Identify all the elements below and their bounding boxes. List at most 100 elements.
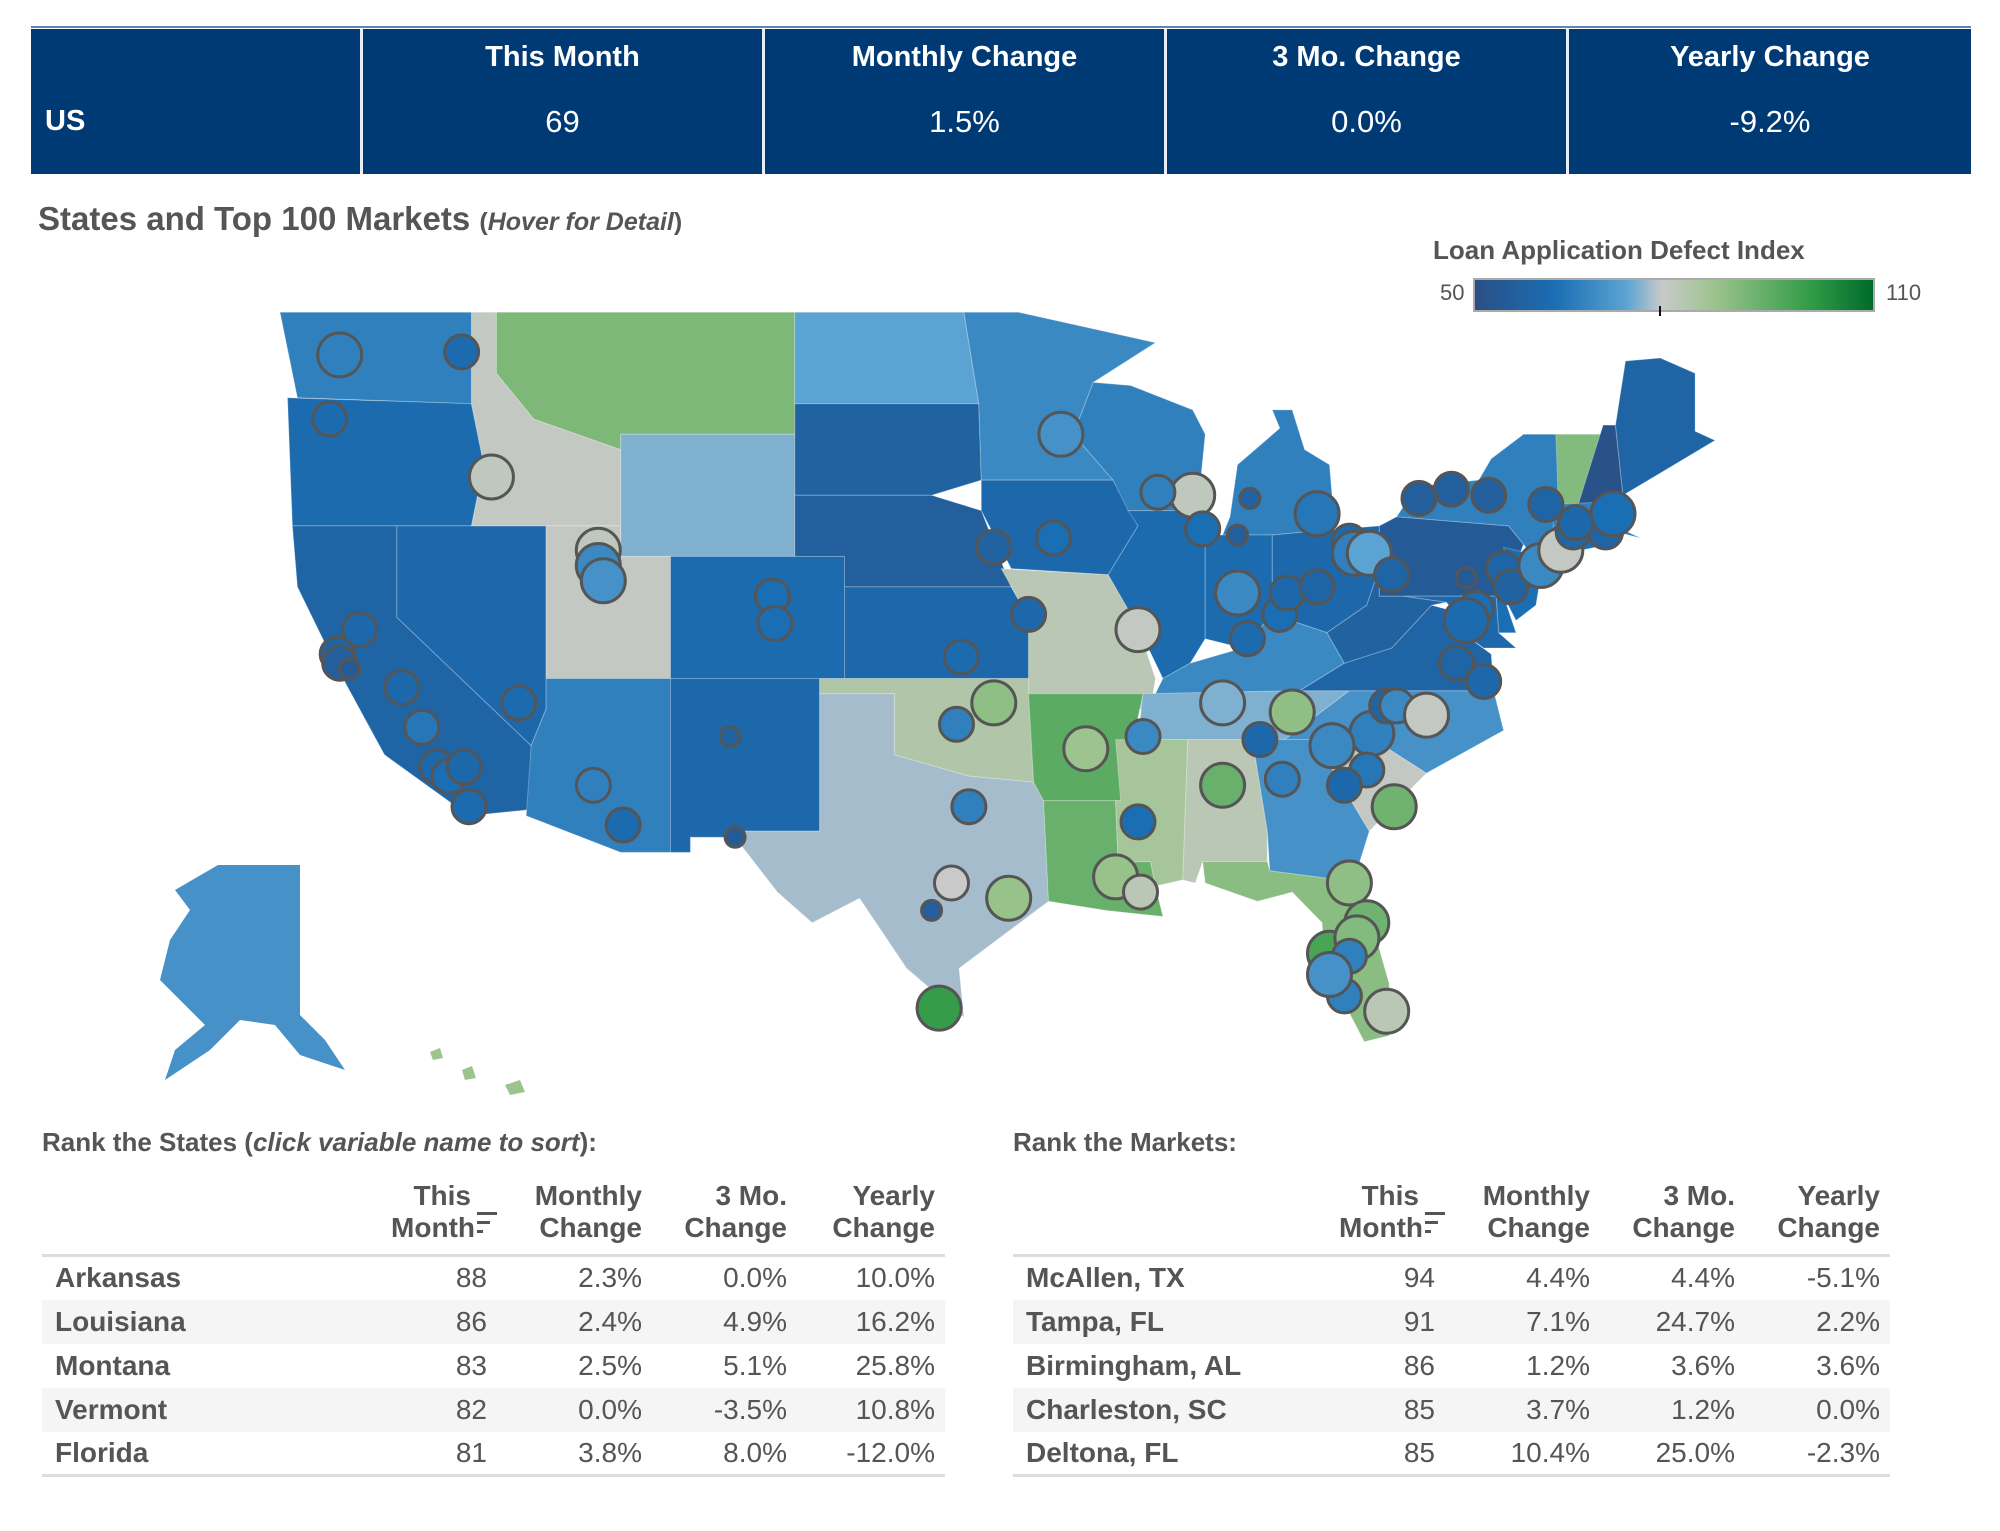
market-bubble[interactable] <box>1298 568 1336 606</box>
market-bubble[interactable] <box>1465 663 1503 700</box>
market-bubble[interactable] <box>1214 569 1261 617</box>
market-bubble[interactable] <box>500 684 538 722</box>
market-bubble[interactable] <box>1035 519 1072 557</box>
market-bubble[interactable] <box>1527 486 1565 523</box>
market-bubble[interactable] <box>1400 479 1438 517</box>
market-bubble[interactable] <box>1325 859 1373 907</box>
market-bubble[interactable] <box>1403 691 1450 739</box>
market-bubble[interactable] <box>445 748 483 786</box>
market-bubble[interactable] <box>756 605 794 642</box>
market-bubble[interactable] <box>316 331 364 379</box>
market-bubble[interactable] <box>1268 574 1306 612</box>
monthly-change-header[interactable]: Monthly Change <box>1445 1180 1600 1257</box>
market-bubble[interactable] <box>723 825 747 849</box>
market-bubble[interactable] <box>579 557 627 605</box>
yearly-change-header[interactable]: Yearly Change <box>1745 1180 1890 1257</box>
market-bubble[interactable] <box>1308 722 1356 770</box>
market-bubble[interactable] <box>1119 803 1157 841</box>
market-bubble[interactable] <box>1437 644 1475 682</box>
market-bubble[interactable] <box>1062 725 1110 773</box>
this-month-header[interactable]: This Month <box>1290 1180 1445 1257</box>
market-bubble[interactable] <box>1442 597 1490 644</box>
market-bubble[interactable] <box>975 528 1013 566</box>
market-bubble[interactable] <box>1124 718 1162 755</box>
state-wy[interactable] <box>620 433 796 557</box>
table-row[interactable]: Birmingham, AL 86 1.2% 3.6% 3.6% <box>1013 1344 1890 1388</box>
state-wv[interactable] <box>1326 568 1447 664</box>
market-bubble[interactable] <box>467 453 515 501</box>
market-bubble[interactable] <box>1199 761 1247 809</box>
state-ks[interactable] <box>844 586 1030 679</box>
market-bubble[interactable] <box>1268 688 1316 736</box>
market-bubble[interactable] <box>1010 595 1048 633</box>
table-row[interactable]: McAllen, TX 94 4.4% 4.4% -5.1% <box>1013 1256 1890 1300</box>
market-bubble[interactable] <box>311 400 349 438</box>
market-bubble[interactable] <box>920 898 944 922</box>
market-bubble[interactable] <box>338 657 362 681</box>
table-row[interactable]: Vermont 82 0.0% -3.5% 10.8% <box>42 1387 945 1432</box>
sort-descending-icon[interactable] <box>477 1212 497 1240</box>
monthly-change-header[interactable]: Monthly Change <box>497 1180 652 1257</box>
this-month-header[interactable]: This Month <box>342 1180 497 1257</box>
market-bubble[interactable] <box>1037 410 1085 458</box>
table-row[interactable]: Tampa, FL 91 7.1% 24.7% 2.2% <box>1013 1299 1890 1344</box>
state-nm[interactable] <box>670 678 821 853</box>
market-bubble[interactable] <box>1557 504 1595 542</box>
market-bubble[interactable] <box>1363 987 1411 1035</box>
market-bubble[interactable] <box>1470 476 1508 514</box>
market-bubble[interactable] <box>942 638 980 676</box>
market-bubble[interactable] <box>1238 486 1262 510</box>
market-bubble[interactable] <box>341 611 379 649</box>
state-sd[interactable] <box>794 403 982 496</box>
state-hi-oahu[interactable] <box>462 1066 476 1080</box>
sort-descending-icon[interactable] <box>1425 1212 1445 1240</box>
state-wa[interactable] <box>279 311 472 405</box>
market-bubble[interactable] <box>1241 721 1279 758</box>
table-row[interactable]: Deltona, FL 85 10.4% 25.0% -2.3% <box>1013 1431 1890 1477</box>
state-me[interactable] <box>1614 357 1717 497</box>
state-nd[interactable] <box>794 311 980 405</box>
state-ak[interactable] <box>160 865 345 1080</box>
table-row[interactable]: Arkansas 88 2.3% 0.0% 10.0% <box>42 1256 945 1300</box>
market-bubble[interactable] <box>1454 566 1478 590</box>
market-bubble[interactable] <box>1373 556 1411 594</box>
market-bubble[interactable] <box>1589 490 1637 538</box>
market-bubble[interactable] <box>970 679 1018 727</box>
market-bubble[interactable] <box>1228 620 1266 658</box>
market-bubble[interactable] <box>1432 470 1470 508</box>
market-bubble[interactable] <box>574 766 612 804</box>
market-bubble[interactable] <box>1226 523 1249 547</box>
table-row[interactable]: Florida 81 3.8% 8.0% -12.0% <box>42 1431 945 1477</box>
market-bubble[interactable] <box>1306 951 1353 998</box>
market-bubble[interactable] <box>1114 606 1162 654</box>
market-bubble[interactable] <box>1169 471 1217 519</box>
yearly-change-header[interactable]: Yearly Change <box>797 1180 945 1257</box>
table-row[interactable]: Charleston, SC 85 3.7% 1.2% 0.0% <box>1013 1387 1890 1432</box>
table-row[interactable]: Louisiana 86 2.4% 4.9% 16.2% <box>42 1299 945 1344</box>
state-hi-maui[interactable] <box>505 1080 525 1095</box>
three-mo-change-header[interactable]: 3 Mo. Change <box>1600 1180 1745 1257</box>
market-bubble[interactable] <box>1139 473 1177 511</box>
state-hi-kauai[interactable] <box>430 1048 443 1060</box>
market-bubble[interactable] <box>915 984 963 1032</box>
market-bubble[interactable] <box>718 725 742 748</box>
market-bubble[interactable] <box>604 806 642 844</box>
market-bubble[interactable] <box>1293 490 1341 538</box>
market-bubble[interactable] <box>443 333 481 371</box>
three-mo-change-header[interactable]: 3 Mo. Change <box>652 1180 797 1257</box>
market-bubble[interactable] <box>1492 568 1530 606</box>
market-bubble[interactable] <box>1199 679 1247 727</box>
state-az[interactable] <box>525 678 671 853</box>
market-bubble[interactable] <box>938 705 975 743</box>
market-bubble[interactable] <box>383 669 421 707</box>
market-bubble[interactable] <box>403 708 441 746</box>
market-bubble[interactable] <box>1370 783 1418 831</box>
market-bubble[interactable] <box>933 864 970 902</box>
table-row[interactable]: Montana 83 2.5% 5.1% 25.8% <box>42 1344 945 1388</box>
market-bubble[interactable] <box>1122 873 1159 911</box>
market-bubble[interactable] <box>1325 766 1363 804</box>
market-bubble[interactable] <box>450 788 488 826</box>
market-bubble[interactable] <box>1184 510 1222 548</box>
state-tx[interactable] <box>729 693 1050 1019</box>
market-bubble[interactable] <box>1263 760 1301 798</box>
